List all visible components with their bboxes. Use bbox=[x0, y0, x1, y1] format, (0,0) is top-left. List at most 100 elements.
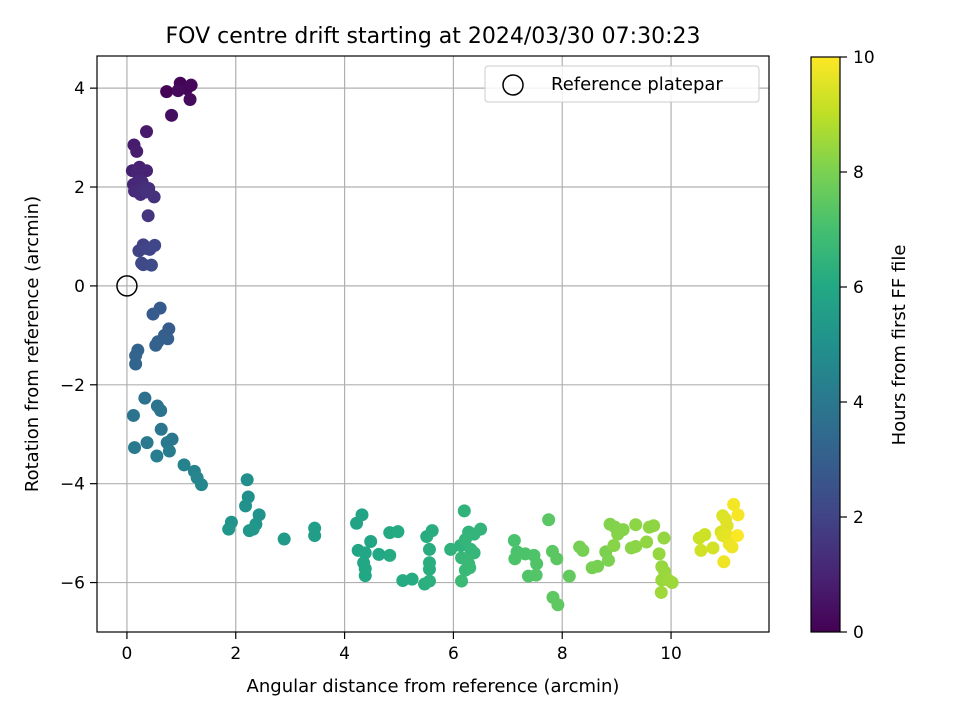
data-point bbox=[171, 84, 185, 98]
data-point bbox=[508, 552, 522, 566]
data-point bbox=[177, 458, 191, 472]
data-point bbox=[652, 547, 666, 561]
colorbar-tick-label: 2 bbox=[853, 508, 864, 528]
data-point bbox=[194, 478, 208, 492]
y-tick-label: 4 bbox=[74, 79, 85, 99]
data-point bbox=[149, 338, 163, 352]
colorbar-tick-label: 6 bbox=[853, 278, 864, 298]
data-point bbox=[422, 574, 436, 588]
colorbar-ticks: 0 2 4 6 8 10 bbox=[840, 48, 875, 643]
colorbar-tick-label: 0 bbox=[853, 623, 864, 643]
data-point bbox=[542, 513, 556, 527]
legend: Reference platepar bbox=[484, 65, 760, 103]
legend-marker bbox=[502, 74, 524, 96]
data-point bbox=[444, 542, 458, 556]
data-point bbox=[550, 552, 564, 566]
reference-marker bbox=[116, 275, 138, 297]
data-point bbox=[725, 540, 739, 554]
data-point bbox=[551, 598, 565, 612]
x-tick-label: 4 bbox=[339, 644, 350, 664]
data-point bbox=[355, 508, 369, 522]
y-tick-label: −4 bbox=[60, 475, 85, 495]
data-point bbox=[706, 541, 720, 555]
data-point bbox=[698, 528, 712, 542]
data-point bbox=[457, 504, 471, 518]
data-point bbox=[731, 508, 745, 522]
colorbar-gradient bbox=[810, 56, 841, 633]
data-point bbox=[665, 576, 679, 590]
plot-area: 0 2 4 6 8 10 −6 −4 −2 0 2 4 bbox=[60, 55, 770, 664]
data-point bbox=[647, 519, 661, 533]
data-point bbox=[160, 85, 174, 99]
x-tick-label: 2 bbox=[230, 644, 241, 664]
colorbar-label: Hours from first FF file bbox=[889, 245, 910, 446]
data-point bbox=[246, 522, 260, 536]
data-point bbox=[358, 569, 372, 583]
data-point bbox=[405, 572, 419, 586]
data-point bbox=[616, 523, 630, 537]
data-point bbox=[148, 238, 162, 252]
data-point bbox=[422, 562, 436, 576]
data-point bbox=[657, 531, 671, 545]
plot-frame bbox=[96, 55, 770, 633]
data-point bbox=[601, 553, 615, 567]
y-tick-label: −2 bbox=[60, 376, 85, 396]
data-point bbox=[507, 534, 521, 548]
data-point bbox=[150, 449, 164, 463]
data-point bbox=[129, 357, 143, 371]
colorbar-tick-label: 8 bbox=[853, 163, 864, 183]
data-point bbox=[372, 547, 386, 561]
data-point bbox=[140, 125, 154, 139]
data-point bbox=[141, 209, 155, 223]
data-point bbox=[239, 499, 253, 513]
data-point bbox=[455, 574, 469, 588]
data-point bbox=[165, 108, 179, 122]
data-point bbox=[147, 190, 161, 204]
data-points bbox=[125, 76, 745, 612]
x-tick-label: 8 bbox=[557, 644, 568, 664]
chart-title: FOV centre drift starting at 2024/03/30 … bbox=[166, 24, 701, 49]
data-point bbox=[130, 144, 144, 158]
data-point bbox=[126, 408, 140, 422]
data-point bbox=[128, 441, 142, 455]
data-point bbox=[576, 543, 590, 557]
data-point bbox=[530, 557, 544, 571]
grid bbox=[97, 56, 769, 632]
x-axis-label: Angular distance from reference (arcmin) bbox=[247, 676, 620, 697]
data-point bbox=[720, 519, 734, 533]
data-point bbox=[422, 542, 436, 556]
data-point bbox=[154, 422, 168, 436]
x-tick-label: 10 bbox=[660, 644, 682, 664]
data-point bbox=[458, 533, 472, 547]
data-point bbox=[358, 546, 372, 560]
data-point bbox=[629, 518, 643, 532]
y-tick-label: 0 bbox=[74, 277, 85, 297]
data-point bbox=[562, 569, 576, 583]
data-point bbox=[140, 436, 154, 450]
data-point bbox=[654, 585, 668, 599]
data-point bbox=[277, 532, 291, 546]
data-point bbox=[463, 561, 477, 575]
data-point bbox=[240, 473, 254, 487]
data-point bbox=[591, 559, 605, 573]
data-point bbox=[146, 307, 160, 321]
x-tick-label: 6 bbox=[448, 644, 459, 664]
y-axis-label: Rotation from reference (arcmin) bbox=[22, 196, 43, 492]
colorbar-tick-label: 10 bbox=[853, 48, 875, 68]
data-point bbox=[184, 78, 198, 92]
x-axis-ticks: 0 2 4 6 8 10 bbox=[122, 632, 682, 664]
y-tick-label: −6 bbox=[60, 574, 85, 594]
data-point bbox=[425, 524, 439, 538]
data-point bbox=[308, 529, 322, 543]
data-point bbox=[183, 93, 197, 107]
legend-entry-reference: Reference platepar bbox=[551, 74, 723, 95]
data-point bbox=[727, 497, 741, 511]
data-point bbox=[222, 522, 236, 536]
legend-box bbox=[484, 65, 760, 103]
data-point bbox=[717, 555, 731, 569]
x-tick-label: 0 bbox=[122, 644, 133, 664]
data-point bbox=[364, 535, 378, 549]
data-point bbox=[391, 525, 405, 539]
y-axis-ticks: −6 −4 −2 0 2 4 bbox=[60, 79, 97, 594]
